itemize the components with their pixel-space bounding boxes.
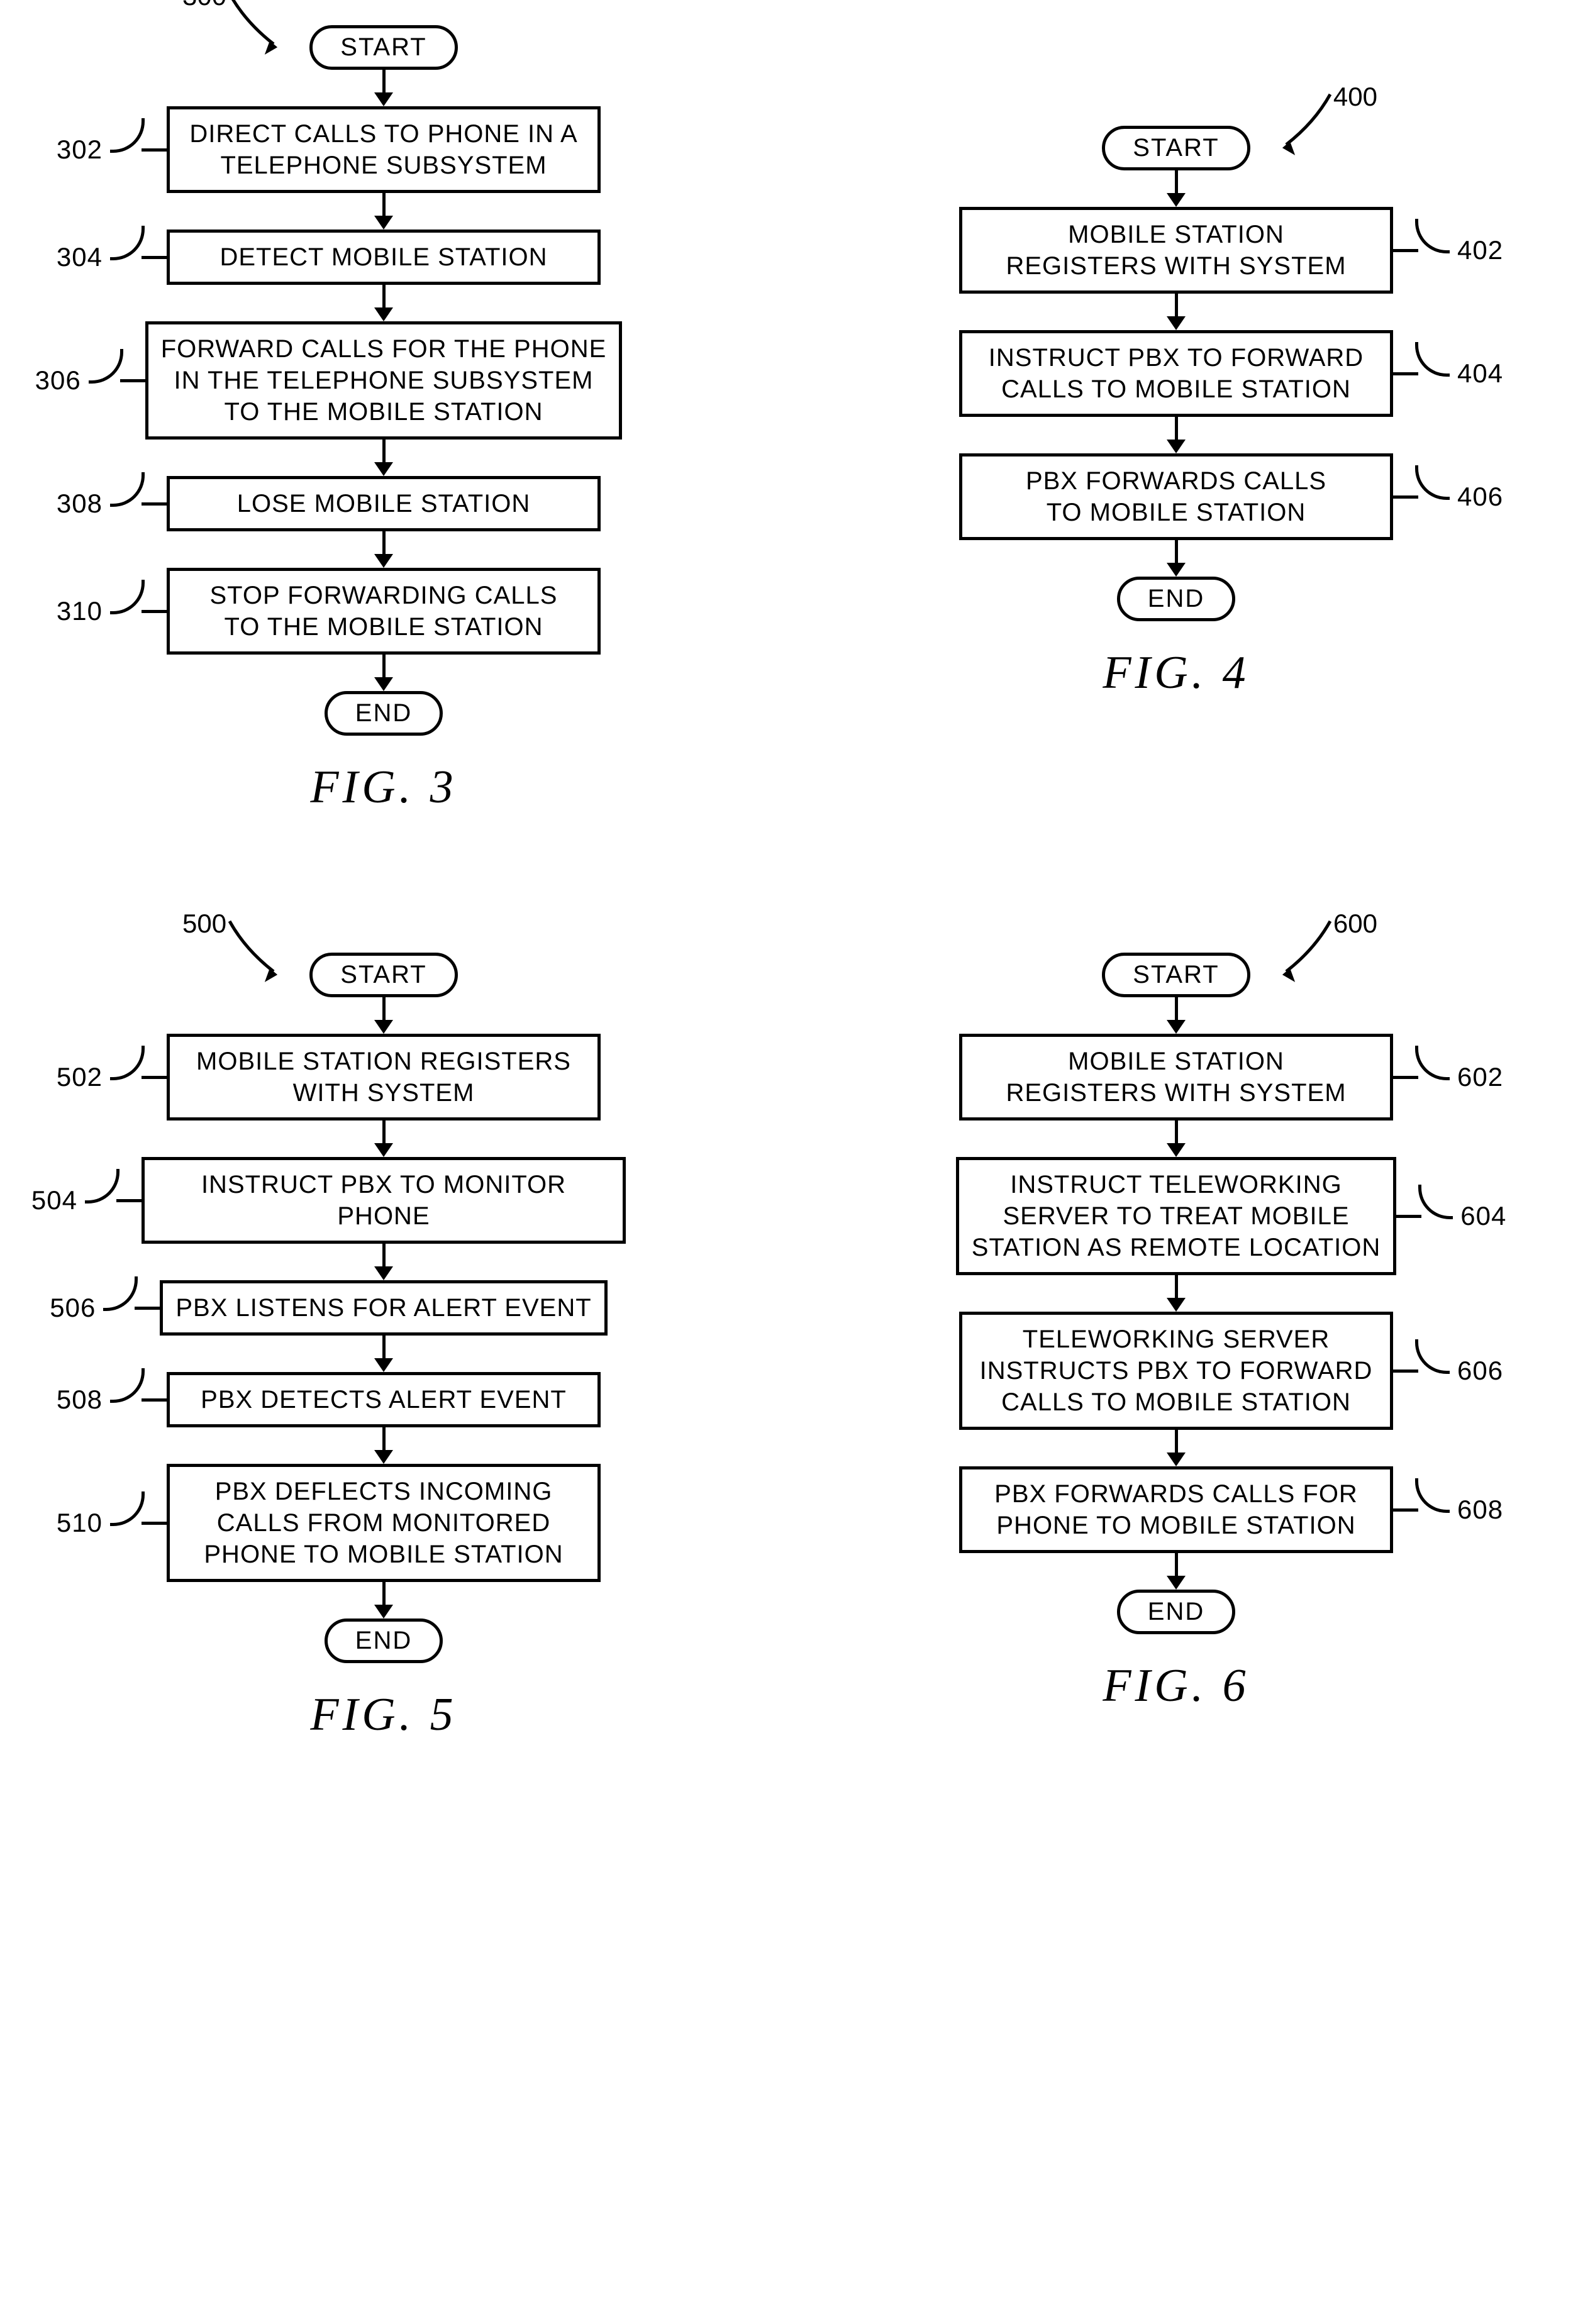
end-terminator: END	[1117, 577, 1235, 621]
start-terminator: START	[309, 953, 457, 997]
flow-arrow	[374, 285, 393, 321]
ref-number: 304	[57, 242, 103, 272]
start-terminator: START	[309, 25, 457, 70]
flow-arrow	[374, 1244, 393, 1280]
flow-arrow	[374, 1120, 393, 1157]
flow-arrow	[374, 440, 393, 476]
flow-arrow	[374, 1336, 393, 1372]
ref-label-508: 508	[57, 1385, 167, 1415]
ref-number: 502	[57, 1062, 103, 1092]
ref-label-310: 310	[57, 596, 167, 626]
flow-arrow	[1167, 540, 1186, 577]
end-terminator: END	[1117, 1590, 1235, 1634]
flow-arrow	[374, 70, 393, 106]
ref-label-306: 306	[35, 365, 145, 396]
ref-label-606: 606	[1393, 1356, 1503, 1386]
process-310: STOP FORWARDING CALLSTO THE MOBILE STATI…	[167, 568, 601, 655]
flow-arrow	[374, 655, 393, 691]
flow-arrow	[1167, 294, 1186, 330]
ref-label-608: 608	[1393, 1495, 1503, 1525]
ref-number: 404	[1457, 358, 1503, 389]
figure-id-label: 400	[1333, 82, 1377, 112]
start-terminator: START	[1102, 126, 1250, 170]
flow-arrow	[1167, 997, 1186, 1034]
ref-label-602: 602	[1393, 1062, 1503, 1092]
ref-label-402: 402	[1393, 235, 1503, 265]
process-302: DIRECT CALLS TO PHONE IN ATELEPHONE SUBS…	[167, 106, 601, 193]
process-606: TELEWORKING SERVERINSTRUCTS PBX TO FORWA…	[959, 1312, 1393, 1430]
process-508: PBX DETECTS ALERT EVENT	[167, 1372, 601, 1427]
flowchart-500: START 502 MOBILE STATION REGISTERSWITH SYS…	[25, 953, 742, 1742]
ref-label-308: 308	[57, 489, 167, 519]
ref-number: 306	[35, 365, 81, 396]
end-terminator: END	[325, 691, 443, 736]
process-304: DETECT MOBILE STATION	[167, 230, 601, 285]
start-terminator: START	[1102, 953, 1250, 997]
ref-label-404: 404	[1393, 358, 1503, 389]
process-306: FORWARD CALLS FOR THE PHONEIN THE TELEPH…	[145, 321, 623, 440]
flow-arrow	[1167, 1275, 1186, 1312]
process-604: INSTRUCT TELEWORKINGSERVER TO TREAT MOBI…	[956, 1157, 1397, 1275]
flow-arrow	[1167, 417, 1186, 453]
flow-arrow	[1167, 1430, 1186, 1466]
flow-arrow	[374, 531, 393, 568]
figure-id-label: 300	[182, 0, 226, 11]
flow-arrow	[1167, 170, 1186, 207]
figure-id-number: 400	[1333, 82, 1377, 112]
process-502: MOBILE STATION REGISTERSWITH SYSTEM	[167, 1034, 601, 1120]
flow-arrow	[1167, 1120, 1186, 1157]
ref-label-510: 510	[57, 1508, 167, 1538]
figure-caption: FIG. 6	[1103, 1659, 1249, 1713]
flow-arrow	[1167, 1553, 1186, 1590]
flowchart-600: START 602 MOBILE STATIONREGISTERS WITH SYS…	[818, 953, 1535, 1713]
ref-label-304: 304	[57, 242, 167, 272]
process-504: INSTRUCT PBX TO MONITOR PHONE	[142, 1157, 626, 1244]
ref-number: 604	[1460, 1201, 1506, 1231]
ref-number: 302	[57, 135, 103, 165]
end-terminator: END	[325, 1618, 443, 1663]
process-506: PBX LISTENS FOR ALERT EVENT	[160, 1280, 607, 1336]
ref-number: 406	[1457, 482, 1503, 512]
figure-caption: FIG. 3	[310, 761, 457, 814]
flowchart-300: START 302 DIRECT CALLS TO PHONE IN ATELEPH…	[25, 25, 742, 814]
ref-number: 308	[57, 489, 103, 519]
process-510: PBX DEFLECTS INCOMINGCALLS FROM MONITORE…	[167, 1464, 601, 1582]
figure-id-number: 600	[1333, 909, 1377, 939]
process-404: INSTRUCT PBX TO FORWARDCALLS TO MOBILE S…	[959, 330, 1393, 417]
figure-id-label: 500	[182, 909, 226, 939]
flowchart-400: START 402 MOBILE STATIONREGISTERS WITH SYS…	[818, 126, 1535, 700]
ref-label-604: 604	[1396, 1201, 1506, 1231]
figure-caption: FIG. 5	[310, 1688, 457, 1742]
flow-arrow	[374, 997, 393, 1034]
flow-arrow	[374, 1582, 393, 1618]
ref-number: 504	[31, 1185, 77, 1215]
ref-number: 310	[57, 596, 103, 626]
ref-label-502: 502	[57, 1062, 167, 1092]
ref-number: 510	[57, 1508, 103, 1538]
figure-id-label: 600	[1333, 909, 1377, 939]
process-602: MOBILE STATIONREGISTERS WITH SYSTEM	[959, 1034, 1393, 1120]
figure-caption: FIG. 4	[1103, 646, 1249, 700]
ref-number: 506	[50, 1293, 96, 1323]
flow-arrow	[374, 193, 393, 230]
ref-label-506: 506	[50, 1293, 160, 1323]
ref-number: 402	[1457, 235, 1503, 265]
process-308: LOSE MOBILE STATION	[167, 476, 601, 531]
ref-number: 602	[1457, 1062, 1503, 1092]
process-608: PBX FORWARDS CALLS FORPHONE TO MOBILE ST…	[959, 1466, 1393, 1553]
ref-label-302: 302	[57, 135, 167, 165]
flow-arrow	[374, 1427, 393, 1464]
ref-label-504: 504	[31, 1185, 142, 1215]
process-406: PBX FORWARDS CALLSTO MOBILE STATION	[959, 453, 1393, 540]
ref-number: 608	[1457, 1495, 1503, 1525]
ref-number: 508	[57, 1385, 103, 1415]
ref-label-406: 406	[1393, 482, 1503, 512]
ref-number: 606	[1457, 1356, 1503, 1386]
process-402: MOBILE STATIONREGISTERS WITH SYSTEM	[959, 207, 1393, 294]
